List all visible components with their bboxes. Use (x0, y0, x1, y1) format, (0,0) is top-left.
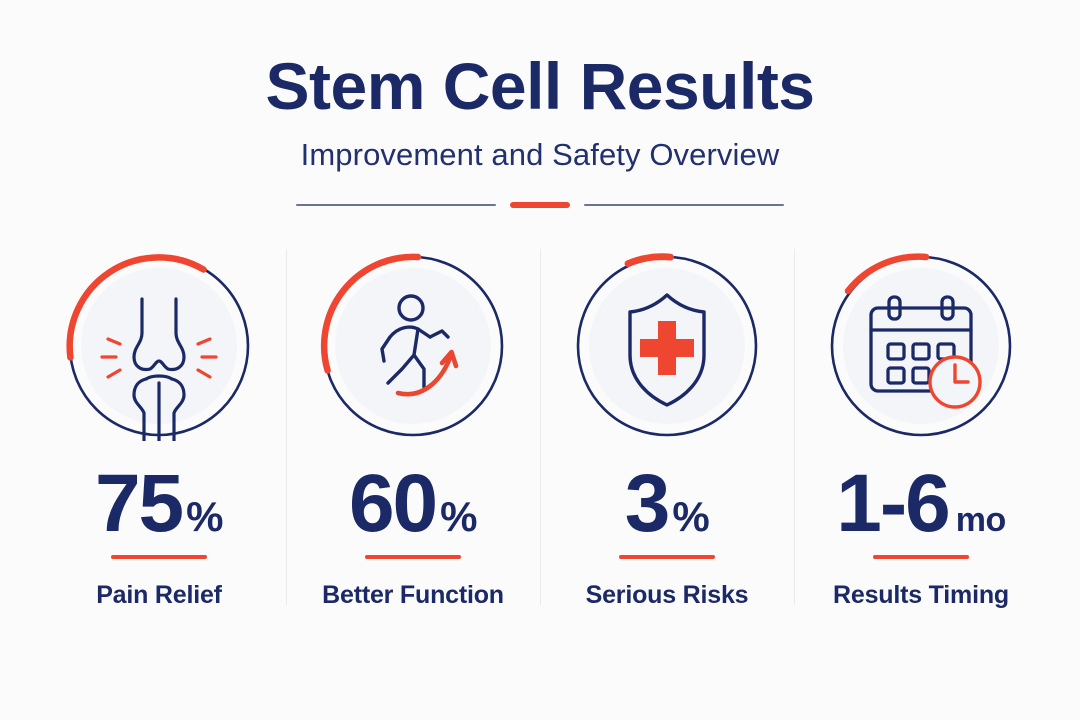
stat-unit: % (186, 493, 224, 541)
stat-number: 75 (94, 458, 184, 550)
stat-underline (619, 555, 715, 560)
divider-accent-bar (510, 202, 570, 209)
header-divider (0, 199, 1080, 211)
page-title: Stem Cell Results (265, 49, 815, 123)
stat-label: Results Timing (833, 581, 1009, 610)
stat-value-row: 75 % (95, 463, 224, 545)
stat-card-serious-risks: 3 % Serious Risks (540, 247, 794, 610)
stat-value-row: 60 % (349, 463, 478, 545)
progress-ring-serious-risks (572, 251, 762, 441)
stat-label: Pain Relief (96, 581, 222, 610)
running-person-arrow-icon (380, 294, 450, 389)
stat-underline (111, 555, 207, 560)
stat-label: Better Function (322, 581, 504, 610)
stat-number: 1-6 (836, 458, 951, 550)
stat-unit: % (672, 493, 710, 541)
stat-unit: mo (955, 501, 1007, 540)
stat-value-row: 1-6 mo (836, 463, 1007, 545)
progress-ring-results-timing (826, 251, 1016, 441)
stat-card-better-function: 60 % Better Function (286, 247, 540, 610)
divider-line-right (584, 204, 784, 207)
stat-number: 3 (624, 458, 671, 550)
progress-ring-pain-relief (64, 251, 254, 442)
stat-card-pain-relief: 75 % Pain Relief (32, 247, 286, 610)
shield-medical-cross-icon (628, 293, 706, 407)
stat-card-results-timing: 1-6 mo Results Timing (794, 247, 1048, 610)
stat-card-row: 75 % Pain Relief (32, 247, 1048, 610)
stat-underline (873, 555, 969, 560)
header: Stem Cell Results Improvement and Safety… (0, 0, 1080, 211)
divider-line-left (296, 204, 496, 207)
stat-unit: % (440, 493, 478, 541)
stat-underline (365, 555, 461, 560)
stat-label: Serious Risks (585, 581, 749, 610)
knee-joint-pain-icon (132, 297, 186, 442)
page-subtitle: Improvement and Safety Overview (300, 137, 780, 173)
calendar-clock-icon (869, 295, 973, 393)
stat-number: 60 (348, 458, 438, 550)
stat-value-row: 3 % (625, 463, 710, 545)
progress-ring-better-function (318, 251, 508, 441)
